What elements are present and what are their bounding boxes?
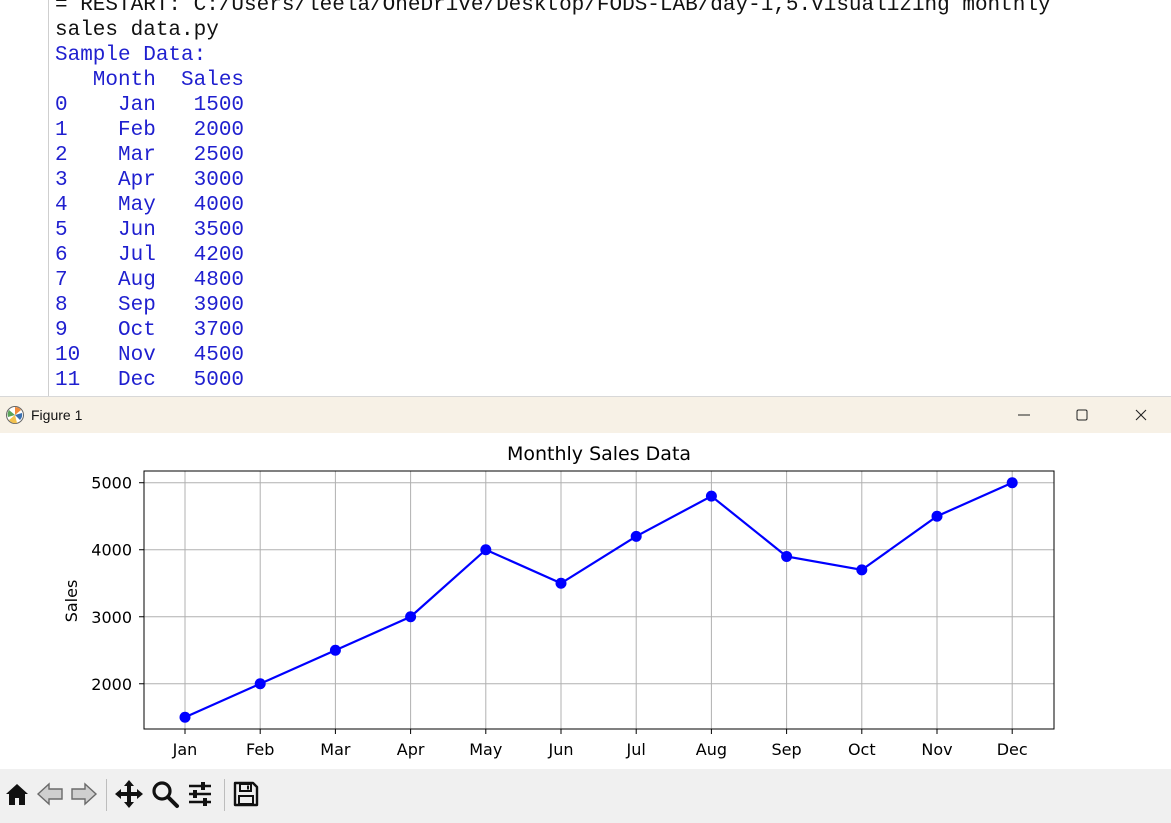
zoom-magnifier-icon: [152, 781, 179, 808]
shell-line: 8 Sep 3900: [55, 294, 245, 317]
shell-line: 1 Feb 2000: [55, 119, 245, 142]
data-point-marker: [480, 544, 492, 556]
y-axis-label: Sales: [62, 580, 81, 623]
matplotlib-icon: [6, 406, 24, 424]
data-point-marker: [254, 678, 266, 690]
chart-title: Monthly Sales Data: [507, 443, 691, 465]
y-tick-label: 3000: [91, 608, 132, 627]
shell-line: Month Sales: [55, 69, 245, 92]
x-tick-label: Dec: [997, 740, 1028, 759]
pan-button[interactable]: [112, 777, 146, 811]
data-point-marker: [329, 644, 341, 656]
x-tick-label: Aug: [696, 740, 727, 759]
shell-line: 11 Dec 5000: [55, 369, 245, 392]
shell-line: 7 Aug 4800: [55, 269, 245, 292]
figure-window: Figure 1 Monthly Sales Data 2000 3000 4000…: [0, 396, 1171, 823]
x-tick-label: Oct: [848, 740, 876, 759]
x-axis-ticks: Jan Feb Mar Apr May Jun Jul Aug Sep Oct Nov Dec: [172, 729, 1028, 759]
axes-frame: [143, 470, 1055, 730]
idle-shell-output: = RESTART: C:/Users/leela/OneDrive/Deskt…: [0, 0, 1171, 396]
x-tick-label: Apr: [397, 740, 425, 759]
shell-line: 9 Oct 3700: [55, 319, 245, 342]
x-tick-label: May: [469, 740, 502, 759]
toolbar-separator: [224, 779, 225, 811]
x-tick-label: Mar: [320, 740, 351, 759]
shell-line: 5 Jun 3500: [55, 219, 245, 242]
plot-canvas[interactable]: Monthly Sales Data 2000 3000 4000 5000 Jan F…: [0, 433, 1171, 769]
line-chart: Monthly Sales Data 2000 3000 4000 5000 Jan F…: [62, 443, 1055, 759]
minimize-icon: [1018, 414, 1030, 416]
data-point-marker: [405, 611, 417, 623]
y-tick-label: 5000: [91, 474, 132, 493]
maximize-button[interactable]: [1053, 397, 1111, 433]
back-arrow-icon: [36, 782, 63, 806]
back-button[interactable]: [33, 777, 67, 811]
shell-line: 2 Mar 2500: [55, 144, 245, 167]
save-floppy-icon: [233, 781, 259, 807]
x-tick-label: Nov: [921, 740, 952, 759]
shell-line: 0 Jan 1500: [55, 94, 245, 117]
save-button[interactable]: [229, 777, 263, 811]
close-icon: [1135, 409, 1147, 421]
window-title: Figure 1: [31, 407, 83, 423]
data-point-marker: [630, 530, 642, 542]
shell-line: sales data.py: [55, 19, 219, 42]
close-button[interactable]: [1112, 397, 1170, 433]
grid-lines: [144, 471, 1054, 729]
x-tick-label: Jul: [626, 740, 646, 759]
x-tick-label: Jan: [172, 740, 198, 759]
series-line: [184, 481, 1013, 719]
data-point-marker: [179, 711, 191, 723]
y-tick-label: 4000: [91, 541, 132, 560]
y-tick-label: 2000: [91, 675, 132, 694]
shell-gutter: [48, 0, 49, 396]
forward-button[interactable]: [67, 777, 101, 811]
navigation-toolbar: [0, 769, 1171, 823]
shell-line: 10 Nov 4500: [55, 344, 245, 367]
shell-line: 3 Apr 3000: [55, 169, 245, 192]
shell-line: Sample Data:: [55, 44, 207, 67]
toolbar-separator: [106, 779, 107, 811]
home-button[interactable]: [0, 777, 34, 811]
data-point-marker: [705, 490, 717, 502]
configure-subplots-icon: [189, 782, 211, 806]
maximize-icon: [1076, 409, 1088, 421]
x-tick-label: Sep: [772, 740, 802, 759]
data-point-marker: [1006, 477, 1018, 489]
window-titlebar[interactable]: Figure 1: [0, 397, 1171, 433]
x-tick-label: Jun: [548, 740, 574, 759]
x-tick-label: Feb: [246, 740, 274, 759]
shell-line: 6 Jul 4200: [55, 244, 245, 267]
data-point-marker: [931, 510, 943, 522]
zoom-button[interactable]: [148, 777, 182, 811]
home-icon: [6, 784, 28, 805]
y-axis-ticks: 2000 3000 4000 5000: [91, 474, 144, 694]
data-point-marker: [856, 564, 868, 576]
data-point-marker: [781, 550, 793, 562]
data-series: [179, 477, 1018, 723]
minimize-button[interactable]: [995, 397, 1053, 433]
shell-line: 4 May 4000: [55, 194, 245, 217]
pan-move-icon: [115, 780, 143, 808]
forward-arrow-icon: [71, 782, 98, 806]
shell-line: = RESTART: C:/Users/leela/OneDrive/Deskt…: [55, 0, 1051, 17]
data-point-marker: [555, 577, 567, 589]
configure-subplots-button[interactable]: [183, 777, 217, 811]
